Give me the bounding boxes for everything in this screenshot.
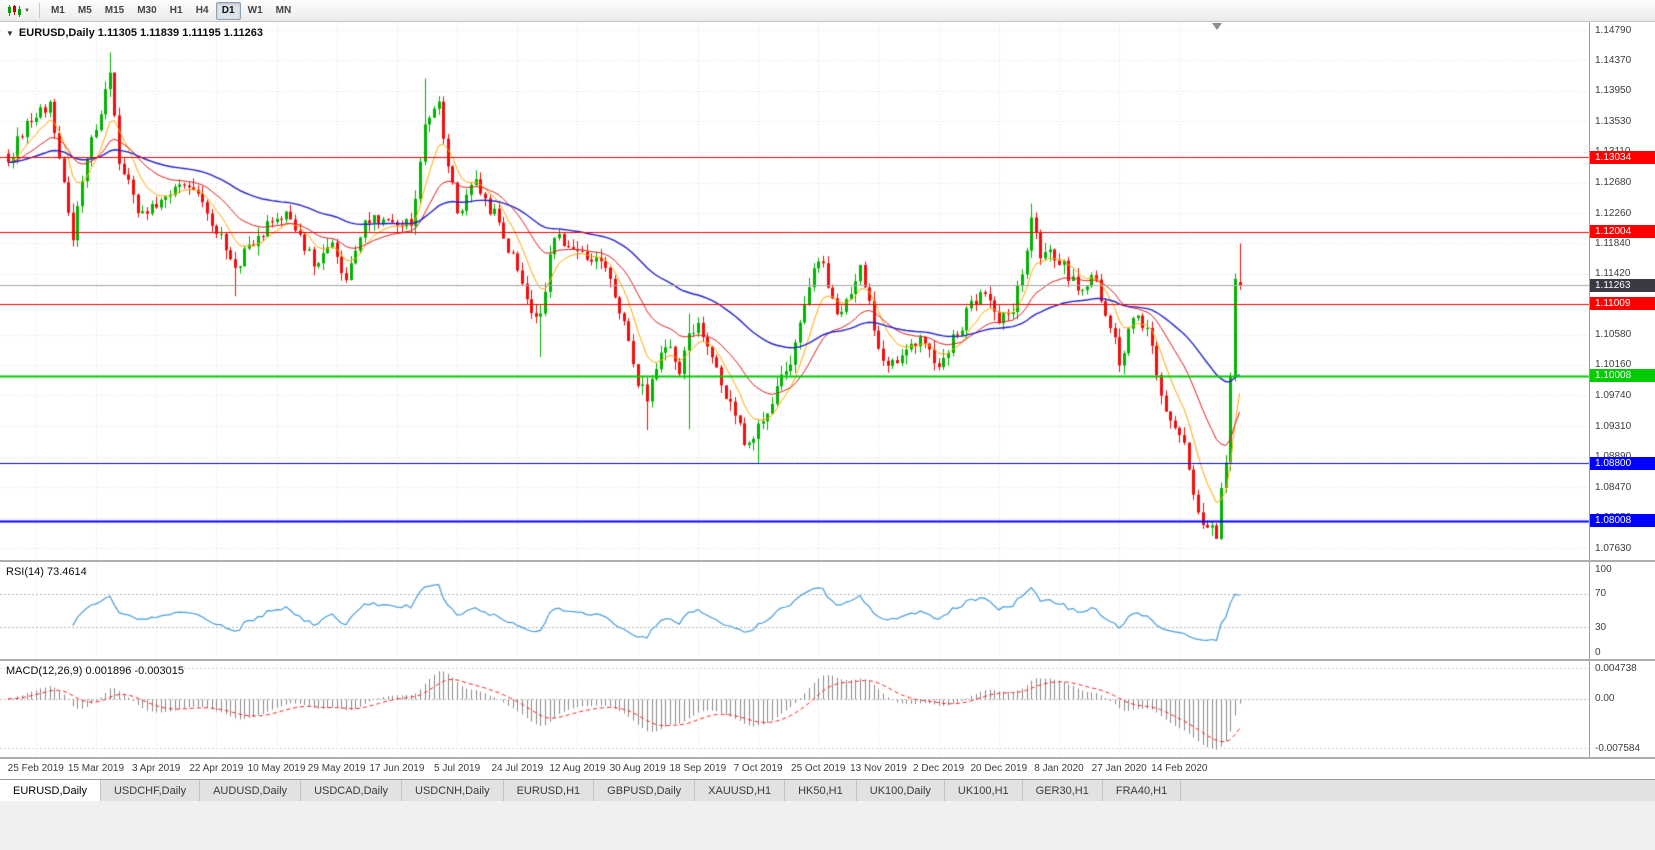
timeframe-button-m30[interactable]: M30 [137,5,157,16]
chart-tab-ger30-h1[interactable]: GER30,H1 [1022,780,1103,801]
date-axis-label: 22 Apr 2019 [189,763,244,774]
chart-title: ▼ EURUSD,Daily 1.11305 1.11839 1.11195 1… [6,27,263,39]
timeframe-button-m15[interactable]: M15 [104,5,125,16]
price-axis-label: 1.09740 [1595,389,1632,401]
rsi-macd-splitter[interactable] [0,659,1655,661]
rsi-axis-label: 70 [1595,588,1607,600]
chart-tab-usdcnh-daily[interactable]: USDCNH,Daily [402,780,504,801]
chart-tab-xauusd-h1[interactable]: XAUUSD,H1 [695,780,786,801]
price-level-tag: 1.12004 [1590,225,1655,239]
date-axis-label: 12 Aug 2019 [549,763,606,774]
date-axis-label: 18 Sep 2019 [669,763,727,774]
date-axis-label: 27 Jan 2020 [1091,763,1147,774]
price-level-tag: 1.10008 [1590,369,1655,383]
price-axis-label: 1.12260 [1595,207,1632,219]
date-axis-label: 10 May 2019 [247,763,306,774]
chart-title-text: EURUSD,Daily 1.11305 1.11839 1.11195 1.1… [18,27,263,39]
date-axis-label: 29 May 2019 [307,763,366,774]
macd-title: MACD(12,26,9) 0.001896 -0.003015 [6,665,184,677]
timeframe-toolbar: ▼ M1 M5 M15 M30 H1 H4 D1 W1 MN [0,0,1655,22]
price-axis-label: 1.11840 [1595,237,1631,249]
date-axis-label: 25 Oct 2019 [791,763,846,774]
symbol-dropdown-icon[interactable]: ▼ [6,28,14,38]
date-axis-label: 30 Aug 2019 [609,763,666,774]
price-level-tag: 1.11009 [1590,297,1655,311]
rsi-title: RSI(14) 73.4614 [6,566,87,578]
chart-tabs-bar: EURUSD,Daily USDCHF,Daily AUDUSD,Daily USDC… [0,779,1655,801]
status-strip [0,801,1655,850]
chart-tab-eurusd-h1[interactable]: EURUSD,H1 [503,780,595,801]
chart-tab-audusd-daily[interactable]: AUDUSD,Daily [200,780,302,801]
date-axis-label: 5 Jul 2019 [434,763,481,774]
current-price-tag: 1.11263 [1590,278,1655,292]
price-axis-label: 1.08890 [1595,451,1631,462]
price-axis-label: 1.11420 [1595,268,1631,280]
rsi-axis-label: 30 [1595,621,1607,633]
chart-tab-usdchf-daily[interactable]: USDCHF,Daily [100,780,201,801]
timeframe-buttons: M1 M5 M15 M30 H1 H4 D1 W1 MN [45,1,297,20]
candlestick-chart-icon [8,4,21,17]
rsi-axis-label: 0 [1595,646,1601,658]
price-level-tag: 1.08008 [1590,514,1655,528]
date-axis-label: 17 Jun 2019 [369,763,425,774]
timeframe-button-h4[interactable]: H4 [195,5,209,16]
price-axis-label: 1.13530 [1595,115,1632,127]
date-axis-label: 25 Feb 2019 [7,763,64,774]
chart-type-button[interactable]: ▼ [3,2,34,20]
price-axis-label: 1.10580 [1595,329,1632,341]
date-axis-label: 3 Apr 2019 [131,763,181,774]
price-axis-label: 1.14370 [1595,54,1632,66]
chart-shift-marker[interactable] [1212,23,1222,30]
chevron-down-icon: ▼ [24,7,30,14]
date-axis-label: 14 Feb 2020 [1151,763,1208,774]
price-axis-label: 1.14790 [1595,24,1632,36]
timeframe-button-m5[interactable]: M5 [77,5,92,16]
chart-tab-gbpusd-daily[interactable]: GBPUSD,Daily [594,780,696,801]
price-axis-label: 1.12680 [1595,177,1632,189]
chart-tab-uk100-h1[interactable]: UK100,H1 [944,780,1023,801]
macd-axis-label: -0.007584 [1595,742,1641,754]
price-axis-label: 1.07630 [1595,542,1632,554]
date-axis-label: 15 Mar 2019 [67,763,125,774]
timeframe-button-h1[interactable]: H1 [169,5,183,16]
price-level-tag: 1.08800 [1590,456,1655,470]
date-axis-label: 7 Oct 2019 [733,763,783,774]
price-axis-border [1589,22,1590,759]
main-rsi-splitter[interactable] [0,560,1655,562]
date-axis-label: 13 Nov 2019 [850,763,907,774]
date-axis-label: 8 Jan 2020 [1034,763,1084,774]
price-level-tag: 1.13034 [1590,150,1655,164]
price-axis-label: 1.13950 [1595,85,1632,97]
timeframe-button-mn[interactable]: MN [275,5,292,16]
rsi-axis-label: 100 [1595,563,1612,575]
date-axis-label: 24 Jul 2019 [491,763,544,774]
macd-dates-splitter[interactable] [0,757,1655,759]
chart-tab-eurusd-daily[interactable]: EURUSD,Daily [0,780,101,801]
macd-axis-label: 0.00 [1595,693,1615,705]
chart-tab-fra40-h1[interactable]: FRA40,H1 [1102,780,1182,801]
date-axis-label: 2 Dec 2019 [913,763,965,774]
chart-tab-usdcad-daily[interactable]: USDCAD,Daily [301,780,403,801]
price-axis-label: 1.10160 [1595,359,1632,371]
macd-axis-label: 0.004738 [1595,662,1637,674]
timeframe-button-w1[interactable]: W1 [247,5,263,16]
timeframe-button-d1[interactable]: D1 [215,1,241,20]
chart-tab-uk100-daily[interactable]: UK100,Daily [856,780,945,801]
price-axis-label: 1.09310 [1595,420,1632,432]
price-axis-label: 1.08470 [1595,481,1632,493]
chart-tab-hk50-h1[interactable]: HK50,H1 [785,780,857,801]
timeframe-button-m1[interactable]: M1 [50,5,65,16]
toolbar-separator [38,3,40,18]
date-axis-label: 20 Dec 2019 [970,763,1028,774]
